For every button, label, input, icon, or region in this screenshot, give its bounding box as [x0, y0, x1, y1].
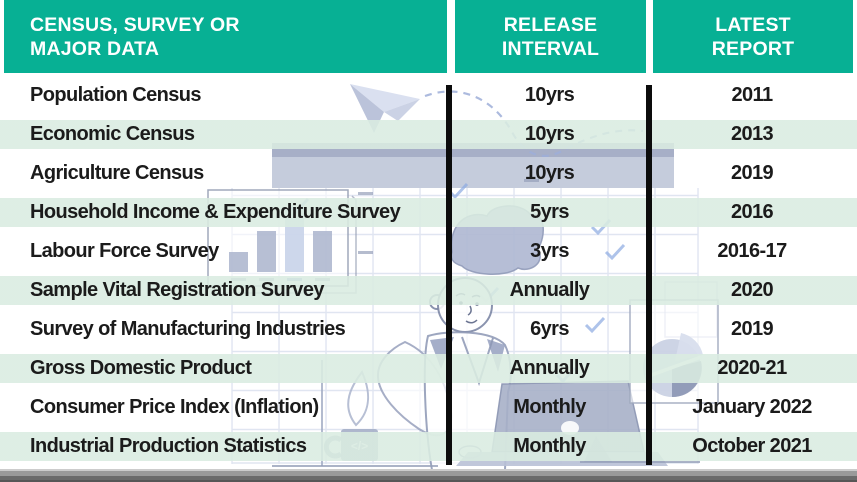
- row-report: 2019: [730, 318, 774, 340]
- row-label: Agriculture Census: [30, 162, 204, 184]
- row-label: Household Income & Expenditure Survey: [30, 201, 401, 223]
- table-header: CENSUS, SURVEY OR MAJOR DATA RELEASE INT…: [0, 0, 857, 73]
- header-cell-release-interval: RELEASE INTERVAL: [455, 0, 646, 73]
- data-table-body: Population Census 10yrs 2011 Economic Ce…: [0, 76, 857, 466]
- row-label: Consumer Price Index (Inflation): [30, 396, 319, 418]
- header-gap: [447, 0, 455, 73]
- row-label: Population Census: [30, 84, 202, 106]
- row-report: 2020-21: [717, 357, 787, 379]
- row-report: 2016: [730, 201, 774, 223]
- row-label: Survey of Manufacturing Industries: [30, 318, 346, 340]
- row-interval: Annually: [509, 357, 590, 379]
- table-row: Survey of Manufacturing Industries 6yrs …: [0, 310, 857, 349]
- row-interval: 3yrs: [530, 240, 569, 262]
- row-report: October 2021: [692, 435, 812, 457]
- row-report: 2019: [730, 162, 774, 184]
- footer-bar: [0, 469, 857, 482]
- table-row: Labour Force Survey 3yrs 2016-17: [0, 232, 857, 271]
- row-label: Sample Vital Registration Survey: [30, 279, 324, 301]
- row-report: 2020: [730, 279, 774, 301]
- row-label: Industrial Production Statistics: [30, 435, 307, 457]
- table-row: Agriculture Census 10yrs 2019: [0, 154, 857, 193]
- table-row: Industrial Production Statistics Monthly…: [0, 427, 857, 466]
- table-row: Household Income & Expenditure Survey 5y…: [0, 193, 857, 232]
- row-interval: Monthly: [513, 396, 586, 418]
- row-interval: 10yrs: [524, 84, 575, 106]
- table-row: Consumer Price Index (Inflation) Monthly…: [0, 388, 857, 427]
- row-label: Labour Force Survey: [30, 240, 219, 262]
- column-divider: [446, 85, 452, 465]
- row-interval: Annually: [509, 279, 590, 301]
- row-interval: 5yrs: [530, 201, 569, 223]
- row-interval: 10yrs: [524, 123, 575, 145]
- table-row: Gross Domestic Product Annually 2020-21: [0, 349, 857, 388]
- row-interval: 10yrs: [524, 162, 575, 184]
- header-cell-census: CENSUS, SURVEY OR MAJOR DATA: [4, 0, 447, 73]
- row-report: 2013: [730, 123, 774, 145]
- row-label: Economic Census: [30, 123, 195, 145]
- table-row: Economic Census 10yrs 2013: [0, 115, 857, 154]
- column-divider: [646, 85, 652, 465]
- row-report: 2011: [731, 84, 774, 106]
- header-gap: [646, 0, 653, 73]
- row-label: Gross Domestic Product: [30, 357, 252, 379]
- row-interval: Monthly: [513, 435, 586, 457]
- header-cell-latest-report: LATEST REPORT: [653, 0, 853, 73]
- table-row: Population Census 10yrs 2011: [0, 76, 857, 115]
- table-row: Sample Vital Registration Survey Annuall…: [0, 271, 857, 310]
- row-interval: 6yrs: [530, 318, 569, 340]
- row-report: 2016-17: [717, 240, 787, 262]
- row-report: January 2022: [692, 396, 812, 418]
